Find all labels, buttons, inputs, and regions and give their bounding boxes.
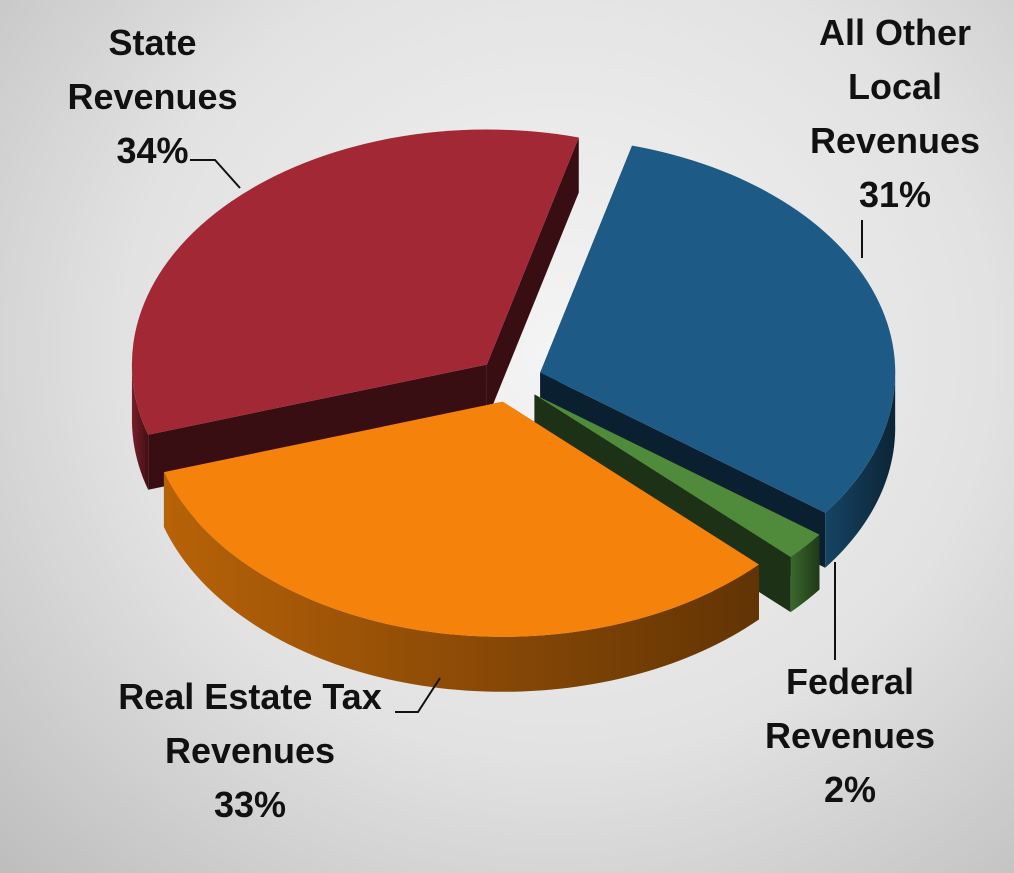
slice-side [825,368,896,568]
label-name: State Revenues [67,22,238,117]
label-value: 33% [213,784,287,825]
leader-line [395,677,441,713]
label-name: Federal Revenues [764,661,936,756]
leader-lines [190,159,863,713]
slice-side [163,472,759,692]
slice-label: State Revenues 34% [30,16,275,178]
slice [131,129,579,435]
slice [163,401,759,637]
label-value: 2% [823,769,877,810]
slice-wall [486,137,579,420]
slice-label: Federal Revenues 2% [720,655,980,817]
label-value: 34% [116,130,189,171]
label-name: All Other Local Revenues [809,12,981,161]
slice [534,394,820,558]
slice-side [131,360,149,490]
label-name: Real Estate Tax Revenues [118,676,382,771]
slice [540,145,896,513]
slice-label: All Other Local Revenues 31% [775,6,1014,222]
label-value: 31% [858,174,932,215]
leader-line [190,159,241,189]
pie [131,129,896,692]
slice-label: Real Estate Tax Revenues 33% [115,670,385,832]
slice-side [790,534,820,613]
